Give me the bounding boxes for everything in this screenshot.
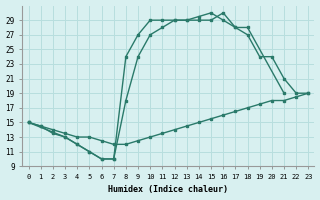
X-axis label: Humidex (Indice chaleur): Humidex (Indice chaleur) [108,185,228,194]
